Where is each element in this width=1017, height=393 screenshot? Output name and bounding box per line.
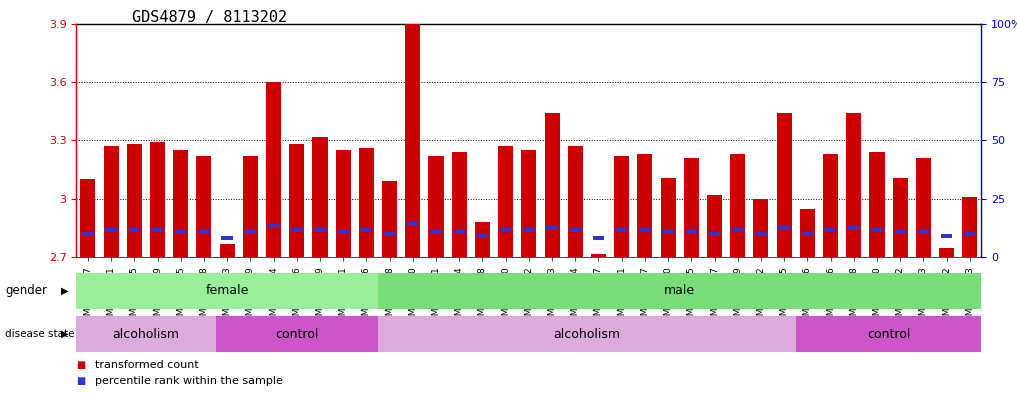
Bar (661, 178, 675, 257)
Bar (570, 228, 581, 232)
Bar (127, 144, 141, 257)
Bar (591, 253, 606, 257)
Bar (939, 248, 954, 257)
Bar (732, 228, 743, 232)
Bar (454, 230, 465, 234)
Bar (685, 230, 697, 234)
Bar (106, 228, 117, 232)
Bar (384, 232, 396, 236)
Bar (593, 236, 604, 240)
Bar (895, 230, 906, 234)
Bar (546, 226, 557, 230)
Bar (407, 222, 418, 226)
Bar (314, 228, 325, 232)
Text: control: control (866, 327, 910, 341)
Text: female: female (205, 284, 249, 298)
Bar (82, 232, 94, 236)
Bar (378, 273, 981, 309)
Bar (104, 146, 119, 257)
Bar (220, 244, 235, 257)
Text: ■: ■ (76, 376, 85, 386)
Text: gender: gender (5, 284, 47, 298)
Bar (336, 150, 351, 257)
Bar (428, 156, 443, 257)
Bar (149, 142, 165, 257)
Bar (801, 232, 813, 236)
Bar (175, 230, 186, 234)
Bar (267, 224, 280, 228)
Text: percentile rank within the sample: percentile rank within the sample (95, 376, 283, 386)
Bar (245, 230, 256, 234)
Text: ▶: ▶ (61, 286, 68, 296)
Bar (848, 226, 859, 230)
Bar (799, 209, 815, 257)
Bar (523, 228, 535, 232)
Bar (477, 234, 488, 238)
Bar (76, 273, 378, 309)
Bar (405, 24, 420, 257)
Bar (825, 228, 836, 232)
Bar (916, 158, 931, 257)
Bar (361, 228, 372, 232)
Bar (846, 113, 861, 257)
Text: ▶: ▶ (61, 329, 68, 339)
Bar (198, 230, 210, 234)
Bar (795, 316, 981, 352)
Bar (683, 158, 699, 257)
Text: male: male (664, 284, 696, 298)
Bar (522, 150, 536, 257)
Bar (893, 178, 908, 257)
Bar (662, 230, 673, 234)
Text: disease state: disease state (5, 329, 74, 339)
Bar (500, 228, 512, 232)
Bar (80, 180, 96, 257)
Text: control: control (275, 327, 318, 341)
Bar (870, 152, 885, 257)
Bar (707, 195, 722, 257)
Bar (756, 232, 767, 236)
Bar (962, 197, 977, 257)
Text: alcoholism: alcoholism (113, 327, 179, 341)
Bar (964, 232, 975, 236)
Bar (452, 152, 467, 257)
Bar (76, 316, 216, 352)
Bar (475, 222, 490, 257)
Bar (616, 228, 627, 232)
Bar (941, 234, 952, 238)
Bar (378, 316, 795, 352)
Text: transformed count: transformed count (95, 360, 198, 370)
Bar (266, 82, 281, 257)
Bar (544, 113, 559, 257)
Bar (222, 236, 233, 240)
Bar (128, 228, 140, 232)
Bar (823, 154, 838, 257)
Bar (614, 156, 630, 257)
Bar (152, 228, 163, 232)
Bar (754, 199, 769, 257)
Bar (312, 137, 327, 257)
Bar (243, 156, 258, 257)
Bar (430, 230, 441, 234)
Bar (498, 146, 514, 257)
Bar (567, 146, 583, 257)
Bar (917, 230, 930, 234)
Bar (777, 113, 791, 257)
Bar (291, 228, 302, 232)
Bar (359, 148, 374, 257)
Bar (640, 228, 651, 232)
Text: GDS4879 / 8113202: GDS4879 / 8113202 (132, 10, 288, 25)
Bar (709, 232, 720, 236)
Text: alcoholism: alcoholism (553, 327, 620, 341)
Bar (778, 226, 790, 230)
Bar (216, 316, 378, 352)
Bar (196, 156, 212, 257)
Bar (382, 182, 397, 257)
Bar (872, 228, 883, 232)
Bar (730, 154, 745, 257)
Text: ■: ■ (76, 360, 85, 370)
Bar (289, 144, 304, 257)
Bar (338, 230, 349, 234)
Bar (638, 154, 653, 257)
Bar (173, 150, 188, 257)
